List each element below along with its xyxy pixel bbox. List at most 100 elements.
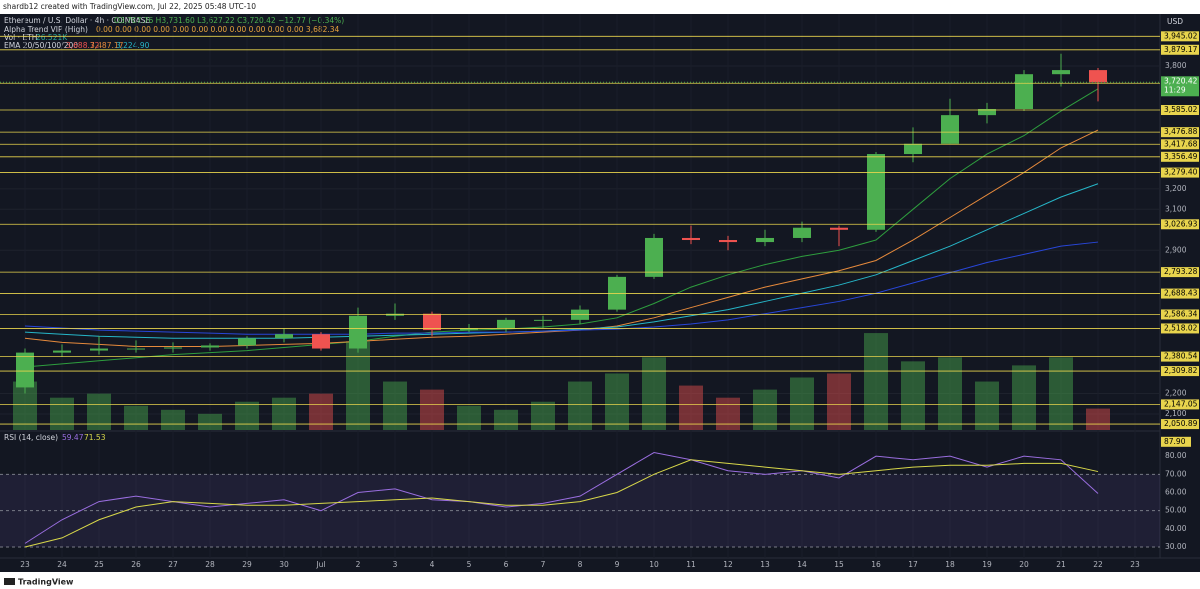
alpha-values: 0.00 0.00 0.00 0.00 0.00 0.00 0.00 0.00 …: [96, 25, 340, 34]
y-tick-label: 80.00: [1165, 451, 1187, 460]
ema-line: [24, 88, 1099, 368]
x-tick-label: 22: [1093, 560, 1103, 569]
level-label-box: [1161, 323, 1199, 334]
volume-bar: [864, 333, 888, 430]
level-label-box: [1161, 167, 1199, 178]
level-label: 3,279.40: [1164, 168, 1198, 177]
candle-body: [275, 334, 293, 339]
volume-bar: [457, 405, 481, 430]
x-tick-label: 27: [168, 560, 178, 569]
candle-body: [497, 319, 515, 329]
volume-bar: [827, 373, 851, 430]
volume-bar: [605, 373, 629, 430]
ema-value: 3,688.72: [66, 41, 100, 50]
candle-body: [904, 143, 922, 155]
volume-legend: Vol · ETH: [4, 33, 37, 42]
y-tick-label: 2,100: [1165, 409, 1187, 418]
x-tick-label: 18: [945, 560, 955, 569]
volume-bar: [938, 357, 962, 430]
candle-body: [793, 227, 811, 238]
rsi-title: RSI (14, close): [4, 433, 58, 442]
rsi-value: 71.53: [84, 433, 106, 442]
level-label-box: [1161, 127, 1199, 138]
level-label-box: [1161, 351, 1199, 362]
level-label: 3,417.68: [1164, 139, 1198, 148]
volume-bar: [679, 385, 703, 430]
candle-body: [164, 347, 182, 349]
ema-legend: EMA 20/50/100/200: [4, 41, 78, 50]
level-label: 2,518.02: [1164, 323, 1198, 332]
candle-body: [756, 237, 774, 243]
volume-bar: [235, 401, 259, 430]
last-price-box: [1161, 76, 1199, 97]
y-tick-label: 60.00: [1165, 488, 1187, 497]
level-label-box: [1161, 399, 1199, 410]
volume-bar: [198, 413, 222, 430]
volume-bar: [901, 361, 925, 430]
rsi-marker: 87.90: [1164, 437, 1186, 446]
x-tick-label: 17: [908, 560, 918, 569]
level-label: 3,879.17: [1164, 45, 1198, 54]
level-label: 2,050.89: [1164, 419, 1198, 428]
level-label: 2,147.05: [1164, 399, 1198, 408]
x-tick-label: 3: [393, 560, 398, 569]
level-label: 2,380.54: [1164, 352, 1198, 361]
ema-value: 3,487.17: [90, 41, 124, 50]
volume-bar: [272, 397, 296, 430]
candle-body: [201, 345, 219, 348]
x-tick-label: 10: [649, 560, 659, 569]
brand: TradingView: [18, 578, 74, 587]
x-tick-label: 9: [615, 560, 620, 569]
y-tick-label: 2,200: [1165, 389, 1187, 398]
candle-body: [53, 350, 71, 353]
x-tick-label: 21: [1056, 560, 1066, 569]
level-label-box: [1161, 366, 1199, 377]
rsi-line: [24, 459, 1099, 548]
x-tick-label: 24: [57, 560, 67, 569]
level-label-box: [1161, 288, 1199, 299]
rsi-line: [24, 452, 1099, 544]
x-tick-label: 13: [760, 560, 770, 569]
alpha-trend: Alpha Trend VIP (High): [4, 25, 88, 34]
ohlc: O3,707.76 H3,731.60 L3,627.22 C3,720.42 …: [114, 16, 344, 25]
level-label: 3,585.02: [1164, 105, 1198, 114]
level-label-box: [1161, 419, 1199, 430]
x-tick-label: 23: [20, 560, 30, 569]
level-label: 3,026.93: [1164, 219, 1198, 228]
candle-body: [941, 115, 959, 144]
volume-bar: [1086, 408, 1110, 430]
x-tick-label: 29: [242, 560, 252, 569]
volume-value: 26.521K: [36, 33, 68, 42]
y-tick-label: 3,100: [1165, 204, 1187, 213]
volume-bar: [1049, 357, 1073, 430]
volume-bar: [124, 405, 148, 430]
volume-bar: [383, 381, 407, 430]
x-tick-label: 7: [541, 560, 546, 569]
y-tick-label: 30.00: [1165, 542, 1187, 551]
x-tick-label: 11: [686, 560, 696, 569]
candle-body: [1052, 70, 1070, 75]
candle-body: [645, 237, 663, 277]
level-label-box: [1161, 151, 1199, 162]
level-label: 2,309.82: [1164, 366, 1198, 375]
level-label-box: [1161, 31, 1199, 42]
candle-body: [867, 154, 885, 230]
volume-bar: [642, 357, 666, 430]
level-label-box: [1161, 105, 1199, 116]
y-tick-label: 40.00: [1165, 524, 1187, 533]
y-tick-label: 2,900: [1165, 245, 1187, 254]
candle-body: [830, 227, 848, 230]
y-tick-label: 3,800: [1165, 61, 1187, 70]
volume-bar: [975, 381, 999, 430]
candle-body: [534, 319, 552, 321]
currency: USD: [1167, 17, 1183, 26]
x-tick-label: 5: [467, 560, 472, 569]
volume-bar: [568, 381, 592, 430]
volume-bar: [753, 389, 777, 430]
candle-body: [682, 237, 700, 241]
level-label-box: [1161, 139, 1199, 150]
level-label: 2,586.34: [1164, 309, 1198, 318]
x-tick-label: Jul: [315, 560, 325, 569]
volume-bar: [309, 393, 333, 430]
